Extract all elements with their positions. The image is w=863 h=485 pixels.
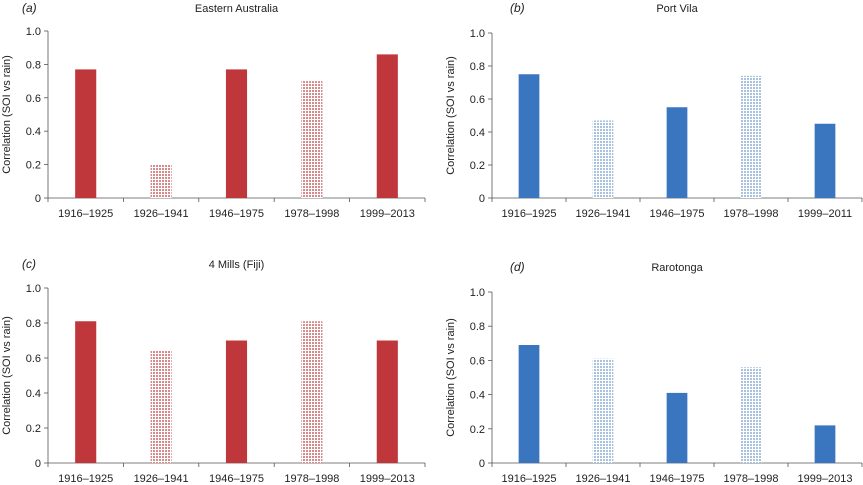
bar-4 (301, 321, 323, 463)
bar-3 (666, 392, 688, 463)
y-tick-label: 0.8 (470, 61, 485, 73)
bar-3 (225, 69, 248, 198)
x-tick-label: 1916–1925 (501, 208, 556, 220)
bar-4 (740, 75, 762, 198)
bar-2 (150, 164, 172, 198)
chart-panel-2: (c) 4 Mills (Fiji) Correlation (SOI vs rai… (1, 257, 426, 485)
x-tick-label: 1926–1941 (575, 208, 630, 220)
x-tick-label: 1999–2013 (797, 473, 852, 485)
y-tick-label: 0.8 (26, 59, 41, 71)
chart-title: Rarotonga (651, 262, 703, 274)
chart-title: Port Vila (656, 3, 698, 15)
panel-label: (c) (22, 257, 36, 271)
bar-2 (150, 351, 172, 463)
x-tick-label: 1946–1975 (209, 473, 264, 485)
bar-5 (376, 340, 398, 463)
x-tick-label: 1926–1941 (134, 473, 189, 485)
y-tick-label: 0.4 (26, 126, 41, 138)
y-axis-label: Correlation (SOI vs rain) (445, 318, 457, 437)
x-tick-label: 1999–2013 (360, 473, 415, 485)
y-tick-label: 0.8 (470, 321, 485, 333)
y-axis-label: Correlation (SOI vs rain) (1, 55, 13, 174)
bar-4 (301, 81, 323, 198)
y-tick-label: 0.6 (26, 93, 41, 105)
bar-5 (814, 425, 836, 463)
bar-1 (75, 69, 97, 198)
y-tick-label: 1.0 (470, 287, 485, 299)
x-tick-label: 1916–1925 (501, 473, 556, 485)
x-tick-label: 1978–1998 (284, 473, 339, 485)
y-tick-label: 0.4 (26, 388, 41, 400)
x-tick-label: 1916–1925 (58, 208, 113, 220)
chart-title: Eastern Australia (195, 3, 279, 15)
x-tick-label: 1946–1975 (209, 208, 264, 220)
x-tick-label: 1978–1998 (723, 473, 778, 485)
bar-5 (376, 54, 398, 198)
chart-panel-0: (a) Eastern Australia Correlation (SOI vs … (1, 1, 426, 220)
y-tick-label: 0 (479, 193, 485, 205)
bar-2 (592, 358, 614, 463)
x-tick-label: 1978–1998 (723, 208, 778, 220)
x-tick-label: 1999–2011 (798, 208, 852, 220)
bar-3 (666, 107, 688, 198)
panel-label: (a) (22, 1, 37, 15)
y-tick-label: 0.2 (26, 423, 41, 435)
x-tick-label: 1926–1941 (134, 208, 189, 220)
bar-4 (740, 367, 762, 463)
panel-label: (b) (510, 1, 525, 15)
y-tick-label: 0.8 (26, 318, 41, 330)
chart-panel-3: (d) Rarotonga Correlation (SOI vs rain) 0 0.… (445, 260, 863, 485)
x-tick-label: 1978–1998 (284, 208, 339, 220)
bar-1 (518, 345, 540, 463)
y-tick-label: 0 (35, 193, 41, 205)
x-tick-label: 1926–1941 (575, 473, 630, 485)
y-tick-label: 0.6 (26, 353, 41, 365)
y-tick-label: 0 (479, 458, 485, 470)
bar-3 (225, 340, 248, 463)
y-tick-label: 0.2 (26, 160, 41, 172)
y-axis-label: Correlation (SOI vs rain) (1, 316, 13, 435)
panel-label: (d) (510, 260, 525, 274)
chart-panel-1: (b) Port Vila Correlation (SOI vs rain) 0 0.… (445, 1, 863, 220)
y-tick-label: 0.6 (470, 355, 485, 367)
bar-1 (518, 74, 540, 198)
chart-title: 4 Mills (Fiji) (209, 259, 265, 271)
y-tick-label: 0 (35, 458, 41, 470)
x-tick-label: 1946–1975 (649, 208, 704, 220)
y-tick-label: 1.0 (470, 28, 485, 40)
x-tick-label: 1946–1975 (649, 473, 704, 485)
y-tick-label: 0.6 (470, 94, 485, 106)
y-tick-label: 0.4 (470, 127, 485, 139)
y-tick-label: 0.4 (470, 390, 485, 402)
x-tick-label: 1916–1925 (58, 473, 113, 485)
y-axis-label: Correlation (SOI vs rain) (445, 56, 457, 175)
y-tick-label: 0.2 (470, 160, 485, 172)
y-tick-label: 1.0 (26, 26, 41, 38)
bar-2 (592, 120, 614, 198)
y-tick-label: 1.0 (26, 283, 41, 295)
bar-1 (75, 321, 97, 463)
bar-5 (814, 123, 836, 198)
x-tick-label: 1999–2013 (360, 208, 415, 220)
y-tick-label: 0.2 (470, 424, 485, 436)
